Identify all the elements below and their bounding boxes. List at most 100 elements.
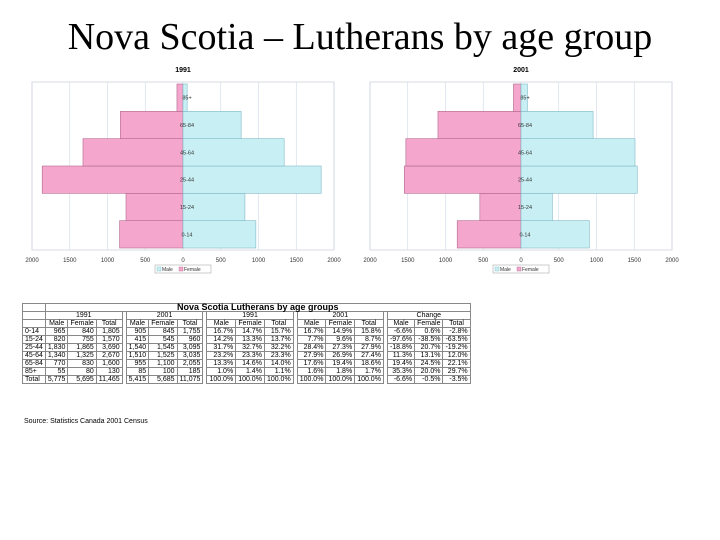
table-row: 0-14 965 840 1,805 905 845 1,755 16.7% 14.7% 15.7… [22, 327, 471, 336]
x-tick-label: 2000 [665, 258, 679, 264]
table-cell: 100.0% [354, 375, 384, 384]
column-gap [202, 351, 207, 360]
row-label: 0-14 [22, 327, 46, 336]
column-header-row: Male Female Total Male Female Total Male Female… [22, 319, 471, 328]
table-cell: 905 [125, 327, 150, 336]
column-gap [202, 367, 207, 376]
table-cell: 19.4% [386, 359, 416, 368]
table-cell: 80 [67, 367, 97, 376]
legend-male-label: Male [500, 267, 511, 273]
table-row: 25-44 1,830 1,865 3,690 1,540 1,545 3,095 31.7%… [22, 343, 471, 352]
row-label: 65-84 [22, 359, 46, 368]
column-gap [383, 319, 388, 328]
male-bar [520, 111, 594, 139]
table-corner [22, 311, 46, 320]
x-tick-label: 1000 [439, 258, 453, 264]
column-header: Female [67, 319, 97, 328]
table-cell: 0.6% [414, 327, 444, 336]
x-tick-label: 1000 [252, 258, 266, 264]
age-group-label: 15-24 [518, 205, 532, 211]
age-group-label: 45-64 [518, 150, 532, 156]
table-cell: 1,525 [148, 351, 178, 360]
table-cell: 23.3% [235, 351, 265, 360]
x-tick-label: 1000 [101, 258, 115, 264]
age-group-label: 15-24 [180, 205, 194, 211]
table-cell: -3.5% [442, 375, 471, 384]
column-gap [122, 375, 127, 384]
table-cell: 31.7% [206, 343, 237, 352]
column-header: Male [386, 319, 416, 328]
table-cell: 14.9% [325, 327, 356, 336]
table-cell: 845 [148, 327, 178, 336]
table-cell: 2,670 [95, 351, 123, 360]
column-gap [122, 327, 127, 336]
table-cell: 24.5% [414, 359, 444, 368]
column-gap [293, 319, 298, 328]
table-cell: 960 [176, 335, 204, 344]
table-cell: 85 [125, 367, 150, 376]
table-cell: 3,035 [176, 351, 204, 360]
table-cell: 1.8% [325, 367, 356, 376]
table-cell: 830 [67, 359, 97, 368]
male-bar [520, 193, 553, 221]
female-bar [41, 165, 184, 194]
table-cell: -19.2% [442, 343, 471, 352]
table-cell: 1,805 [95, 327, 123, 336]
female-bar [405, 138, 522, 167]
female-bar [120, 111, 184, 139]
column-gap [293, 327, 298, 336]
table-cell: 1.7% [354, 367, 384, 376]
table-cell: 15.8% [354, 327, 384, 336]
table-cell: 1,100 [148, 359, 178, 368]
x-tick-label: 2000 [327, 258, 341, 264]
table-cell: 26.9% [325, 351, 356, 360]
table-cell: 13.7% [263, 335, 294, 344]
column-gap [293, 375, 298, 384]
table-cell: 1,570 [95, 335, 123, 344]
column-gap [122, 319, 127, 328]
table-cell: 3,690 [95, 343, 123, 352]
table-cell: 27.9% [296, 351, 327, 360]
table-cell: 27.9% [354, 343, 384, 352]
male-bar [182, 138, 285, 167]
pyramid-chart-2001: 2000 1500 1000 500 0 500 1000 1500 2000 2001 0-14 1… [363, 67, 679, 274]
table-cell: 3,095 [176, 343, 204, 352]
table-corner [22, 303, 46, 312]
table-cell: -18.8% [386, 343, 416, 352]
female-bar [119, 220, 184, 249]
table-cell: 965 [44, 327, 69, 336]
table-cell: -6.6% [386, 327, 416, 336]
table-cell: 1.6% [296, 367, 327, 376]
column-gap [122, 359, 127, 368]
column-header: Total [95, 319, 123, 328]
age-group-label: 0-14 [181, 232, 192, 238]
table-cell: 1,510 [125, 351, 150, 360]
column-gap [122, 311, 127, 320]
column-gap [202, 311, 207, 320]
table-cell: 19.4% [325, 359, 356, 368]
legend-female-label: Female [522, 267, 539, 273]
table-cell: -97.6% [386, 335, 416, 344]
pyramid-chart-1991: 2000 1500 1000 500 0 500 1000 1500 2000 1991 0-14 1… [25, 67, 341, 274]
legend-male-swatch [494, 266, 500, 272]
table-cell: 20.7% [414, 343, 444, 352]
row-label: 25-44 [22, 343, 46, 352]
group-header: 2001 [125, 311, 204, 320]
column-gap [383, 311, 388, 320]
table-row: Total 5,775 5,695 11,465 5,415 5,685 11,075 100… [22, 375, 471, 384]
table-cell: 11.3% [386, 351, 416, 360]
table-cell: 14.2% [206, 335, 237, 344]
table-cell: 1.0% [206, 367, 237, 376]
female-bar [479, 193, 522, 221]
table-cell: 1,545 [148, 343, 178, 352]
legend-female-label: Female [184, 267, 201, 273]
female-bar [437, 111, 522, 139]
table-cell: 5,775 [44, 375, 69, 384]
x-tick-label: 0 [181, 258, 185, 264]
row-label: 45-64 [22, 351, 46, 360]
table-cell: -63.5% [442, 335, 471, 344]
table-cell: 17.6% [296, 359, 327, 368]
table-cell: 100.0% [296, 375, 327, 384]
x-tick-label: 0 [519, 258, 523, 264]
slide-title: Nova Scotia – Lutherans by age group [67, 16, 653, 58]
